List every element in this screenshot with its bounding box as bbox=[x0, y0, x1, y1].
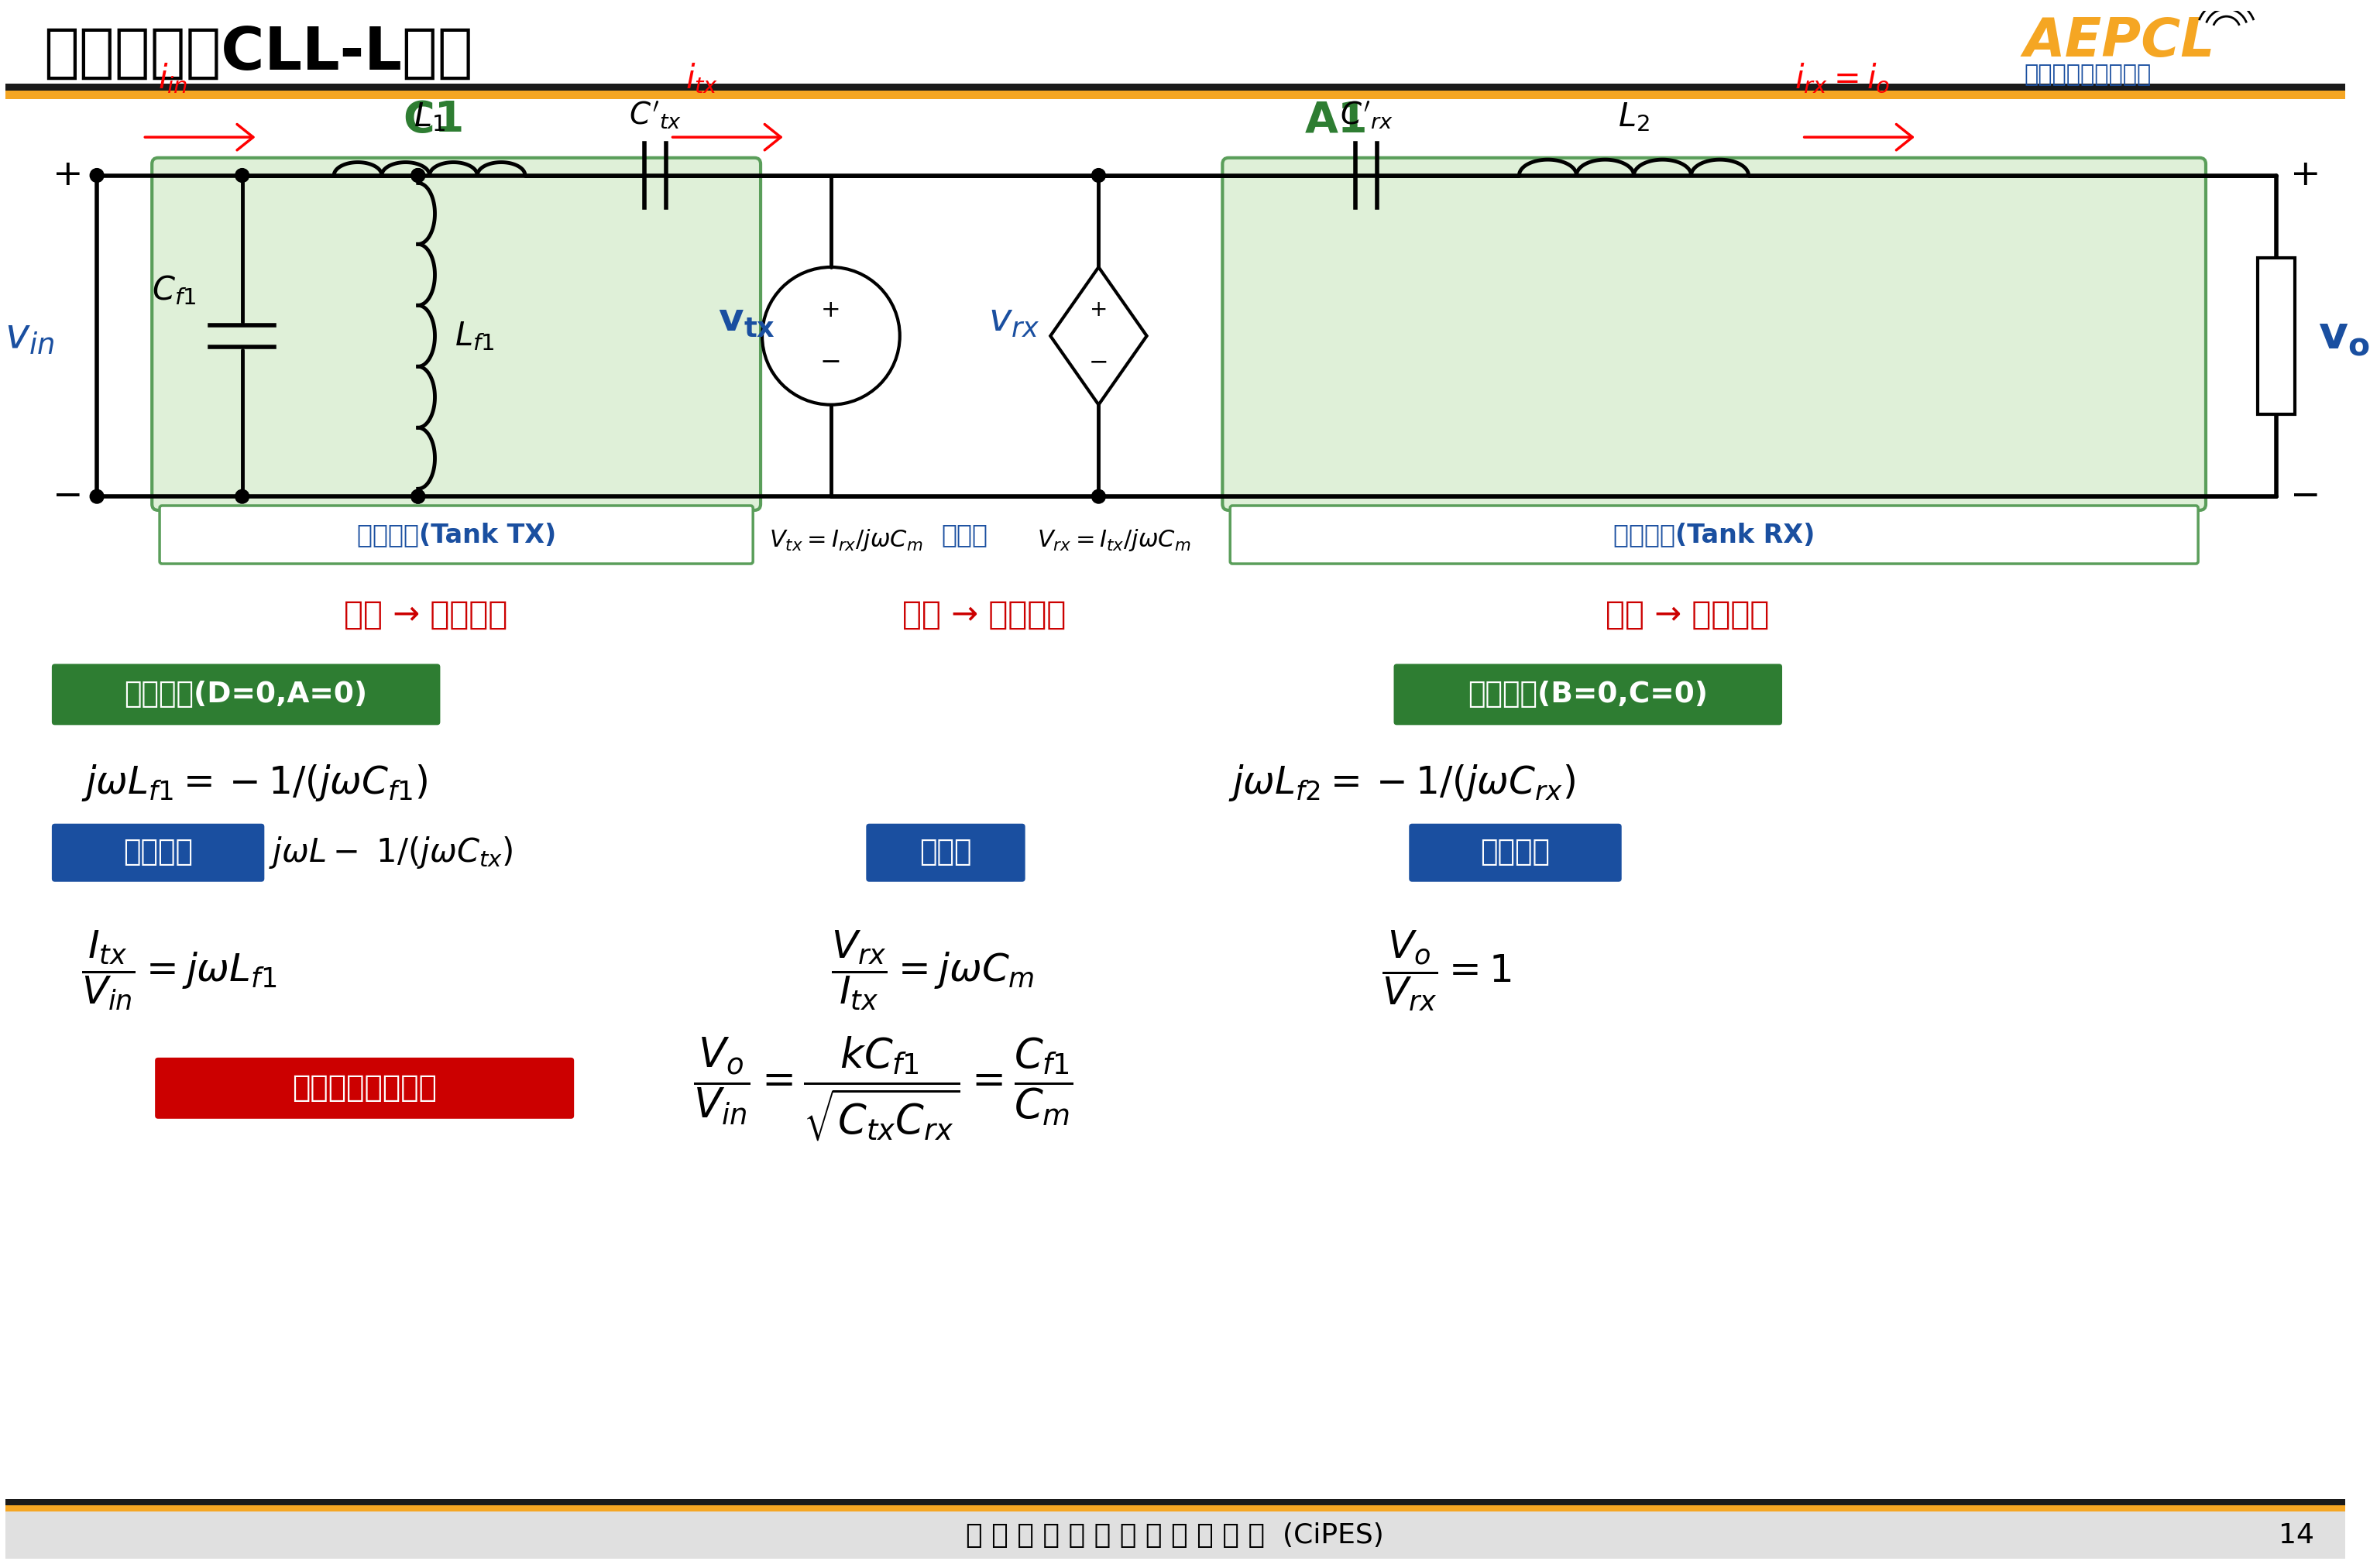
Text: $\dfrac{V_o}{V_{in}} = \dfrac{kC_{f1}}{\sqrt{C_{tx}C_{rx}}} = \dfrac{C_{f1}}{C_m: $\dfrac{V_o}{V_{in}} = \dfrac{kC_{f1}}{\… bbox=[694, 1035, 1074, 1142]
Text: $L_1$: $L_1$ bbox=[415, 100, 446, 133]
Text: 源边谐振(Tank TX): 源边谐振(Tank TX) bbox=[356, 522, 557, 547]
FancyBboxPatch shape bbox=[1410, 823, 1621, 881]
Text: C1: C1 bbox=[403, 99, 465, 141]
Circle shape bbox=[410, 168, 424, 182]
Text: $\mathbf{v_o}$: $\mathbf{v_o}$ bbox=[2318, 314, 2370, 358]
Text: 上 海 科 技 大 学 智 慧 能 源 中 心  (CiPES): 上 海 科 技 大 学 智 慧 能 源 中 心 (CiPES) bbox=[967, 1523, 1384, 1549]
Text: 感应源: 感应源 bbox=[941, 522, 988, 547]
Text: −: − bbox=[820, 350, 841, 375]
Text: $j\omega L -\ 1/(j\omega C_{tx})$: $j\omega L -\ 1/(j\omega C_{tx})$ bbox=[268, 834, 514, 870]
Text: $\dfrac{V_{rx}}{I_{tx}} = j\omega C_m$: $\dfrac{V_{rx}}{I_{tx}} = j\omega C_m$ bbox=[832, 928, 1033, 1013]
Circle shape bbox=[90, 489, 104, 503]
Text: 副边谐振(Tank RX): 副边谐振(Tank RX) bbox=[1614, 522, 1815, 547]
FancyBboxPatch shape bbox=[5, 11, 2344, 83]
FancyBboxPatch shape bbox=[5, 91, 2344, 99]
Circle shape bbox=[1093, 489, 1104, 503]
Text: $\dfrac{V_o}{V_{rx}} = 1$: $\dfrac{V_o}{V_{rx}} = 1$ bbox=[1382, 928, 1512, 1013]
FancyBboxPatch shape bbox=[154, 1057, 574, 1118]
Circle shape bbox=[410, 489, 424, 503]
Text: 谐振条件(B=0,C=0): 谐振条件(B=0,C=0) bbox=[1467, 681, 1709, 709]
FancyBboxPatch shape bbox=[1394, 663, 1782, 724]
Text: $v_{rx}$: $v_{rx}$ bbox=[988, 303, 1040, 339]
Text: +: + bbox=[2289, 158, 2320, 193]
Text: $i_{in}$: $i_{in}$ bbox=[159, 61, 187, 96]
Text: 案例分析：CLL-L补偿: 案例分析：CLL-L补偿 bbox=[43, 25, 474, 82]
FancyBboxPatch shape bbox=[5, 1512, 2344, 1559]
Text: −: − bbox=[2289, 480, 2320, 514]
FancyBboxPatch shape bbox=[5, 1505, 2344, 1512]
Text: $\dfrac{I_{tx}}{V_{in}} = j\omega L_{f1}$: $\dfrac{I_{tx}}{V_{in}} = j\omega L_{f1}… bbox=[81, 928, 277, 1013]
FancyBboxPatch shape bbox=[5, 1499, 2344, 1505]
Circle shape bbox=[235, 489, 249, 503]
Text: 电压 → 电流转换: 电压 → 电流转换 bbox=[344, 599, 507, 632]
Text: $V_{tx} = I_{rx}/j\omega C_m$: $V_{tx} = I_{rx}/j\omega C_m$ bbox=[770, 527, 922, 552]
FancyBboxPatch shape bbox=[159, 505, 754, 564]
Circle shape bbox=[410, 168, 424, 182]
Text: 传递函数: 传递函数 bbox=[123, 839, 192, 867]
Circle shape bbox=[410, 489, 424, 503]
Text: 电压 → 电压转换: 电压 → 电压转换 bbox=[1604, 599, 1770, 632]
Text: $C'_{tx}$: $C'_{tx}$ bbox=[628, 100, 683, 132]
Text: −: − bbox=[52, 480, 83, 514]
Circle shape bbox=[90, 168, 104, 182]
Text: $j\omega L_{f1} = -1/(j\omega C_{f1})$: $j\omega L_{f1} = -1/(j\omega C_{f1})$ bbox=[81, 764, 429, 803]
Text: 先进电能变换实验室: 先进电能变换实验室 bbox=[2024, 63, 2152, 86]
Text: $j\omega L_{f2} = -1/(j\omega C_{rx})$: $j\omega L_{f2} = -1/(j\omega C_{rx})$ bbox=[1228, 764, 1576, 803]
Text: $\mathbf{v_{tx}}$: $\mathbf{v_{tx}}$ bbox=[718, 303, 775, 339]
FancyBboxPatch shape bbox=[865, 823, 1026, 881]
Text: A1: A1 bbox=[1306, 99, 1367, 141]
FancyBboxPatch shape bbox=[5, 83, 2344, 91]
Text: −: − bbox=[1088, 351, 1109, 373]
Text: $L_{f1}$: $L_{f1}$ bbox=[455, 320, 495, 353]
FancyBboxPatch shape bbox=[52, 663, 441, 724]
Text: $C'_{rx}$: $C'_{rx}$ bbox=[1339, 100, 1394, 132]
Circle shape bbox=[1093, 168, 1104, 182]
Text: AEPCL: AEPCL bbox=[2024, 16, 2216, 67]
Circle shape bbox=[235, 168, 249, 182]
Text: 14: 14 bbox=[2278, 1523, 2315, 1549]
Text: $L_2$: $L_2$ bbox=[1619, 100, 1650, 133]
FancyBboxPatch shape bbox=[1223, 158, 2206, 510]
Text: 转换比: 转换比 bbox=[920, 839, 972, 867]
FancyBboxPatch shape bbox=[152, 158, 761, 510]
FancyBboxPatch shape bbox=[2256, 259, 2294, 414]
Text: 系统整体传递函数: 系统整体传递函数 bbox=[292, 1074, 436, 1102]
Text: $i_{rx} = i_o$: $i_{rx} = i_o$ bbox=[1794, 61, 1889, 96]
Text: $C_{f1}$: $C_{f1}$ bbox=[152, 273, 197, 307]
FancyBboxPatch shape bbox=[1230, 505, 2197, 564]
FancyBboxPatch shape bbox=[52, 823, 265, 881]
Text: +: + bbox=[52, 158, 83, 193]
Text: +: + bbox=[820, 298, 841, 321]
Text: 传递函数: 传递函数 bbox=[1481, 839, 1550, 867]
Text: 谐振条件(D=0,A=0): 谐振条件(D=0,A=0) bbox=[123, 681, 367, 709]
Text: +: + bbox=[1090, 299, 1107, 320]
Text: $i_{tx}$: $i_{tx}$ bbox=[685, 61, 718, 96]
Text: 电流 → 电压转换: 电流 → 电压转换 bbox=[903, 599, 1067, 632]
Text: $v_{in}$: $v_{in}$ bbox=[5, 315, 55, 356]
Text: $V_{rx} = I_{tx}/j\omega C_m$: $V_{rx} = I_{tx}/j\omega C_m$ bbox=[1038, 527, 1190, 552]
